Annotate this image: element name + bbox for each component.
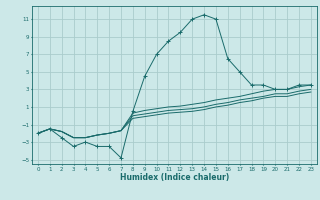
- X-axis label: Humidex (Indice chaleur): Humidex (Indice chaleur): [120, 173, 229, 182]
